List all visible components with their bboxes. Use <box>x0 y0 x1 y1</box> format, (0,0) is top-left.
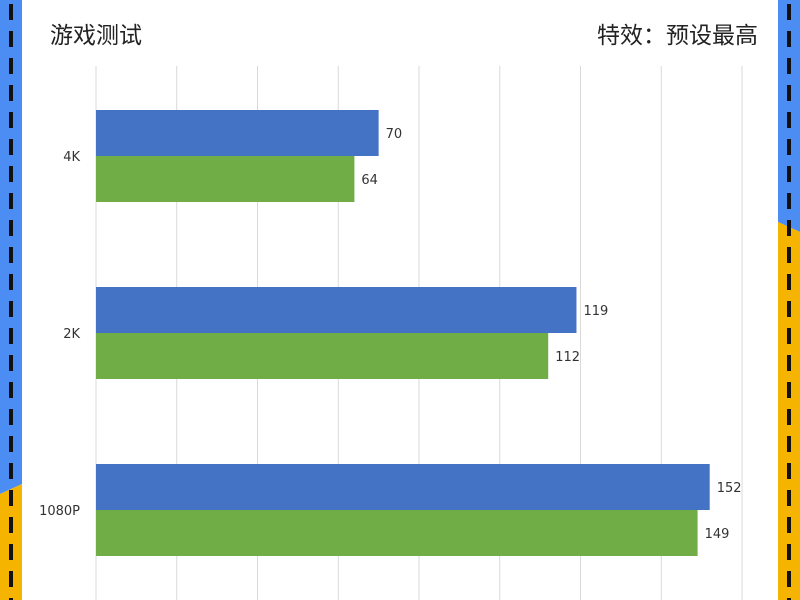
bar <box>96 287 577 333</box>
data-label: 152 <box>717 481 742 496</box>
left-border-decoration <box>0 0 22 600</box>
category-label: 2K <box>63 327 80 342</box>
data-label: 70 <box>386 127 403 142</box>
chart-bars <box>96 110 710 556</box>
page-title: 游戏测试 <box>50 23 142 49</box>
chart-panel: 游戏测试 特效：预设最高 4K 70 64 2K 119 112 1080P 152 149 <box>22 0 778 600</box>
category-label: 4K <box>63 150 80 165</box>
bar <box>96 333 549 379</box>
left-border-yellow <box>0 484 22 600</box>
data-label: 119 <box>583 304 608 319</box>
chart-labels: 4K 70 64 2K 119 112 1080P 152 149 <box>39 127 741 542</box>
bar-chart: 4K 70 64 2K 119 112 1080P 152 149 <box>39 66 743 600</box>
data-label: 149 <box>705 527 730 542</box>
settings-subtitle: 特效：预设最高 <box>597 23 758 49</box>
data-label: 112 <box>555 350 580 365</box>
bar <box>96 510 698 556</box>
bar <box>96 464 710 510</box>
category-label: 1080P <box>39 504 80 519</box>
right-border-decoration <box>778 0 800 600</box>
bar <box>96 110 379 156</box>
bar <box>96 156 355 202</box>
data-label: 64 <box>361 173 378 188</box>
